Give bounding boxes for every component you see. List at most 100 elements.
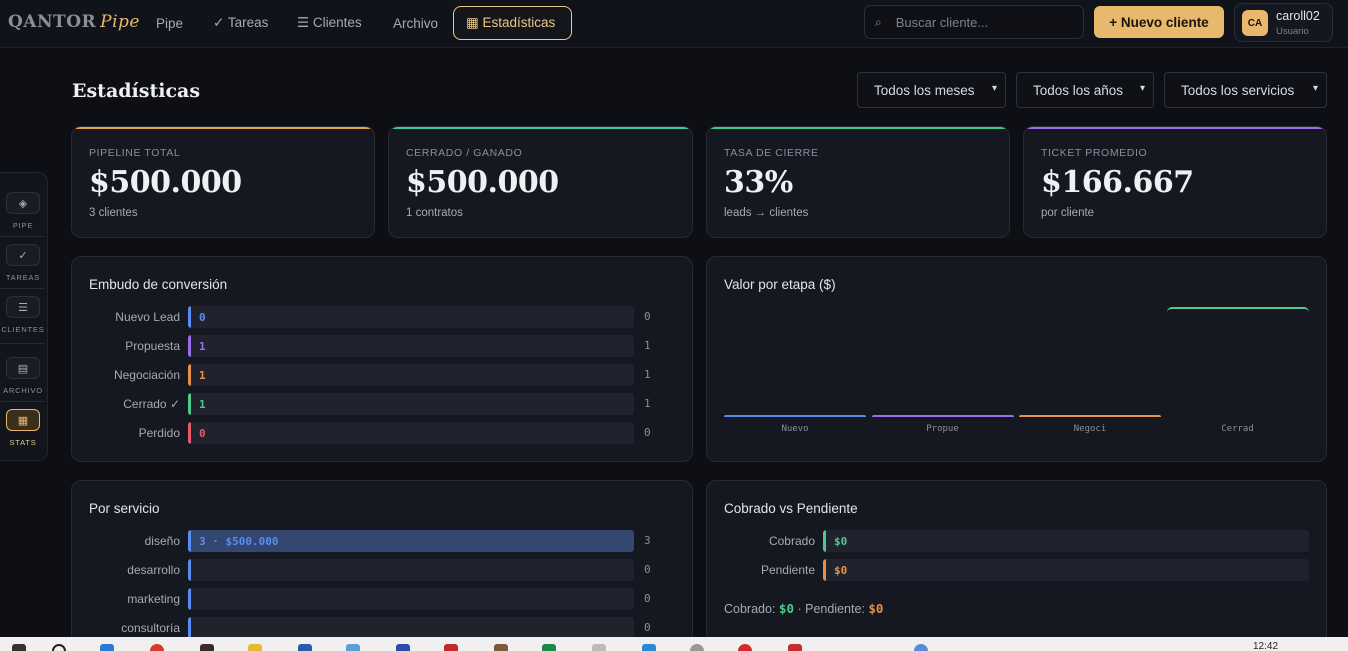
bar-fill [188, 530, 634, 552]
excel-icon[interactable] [542, 644, 556, 651]
user-name: caroll02 [1276, 9, 1320, 23]
kpi-label: TICKET PROMEDIO [1041, 147, 1148, 159]
sidebar-divider [1, 343, 45, 344]
app-icon[interactable] [690, 644, 704, 651]
value-bar-column: Negoci [1019, 257, 1161, 437]
app-icon[interactable] [200, 644, 214, 651]
nav-tareas[interactable]: ✓ Tareas [213, 15, 269, 30]
stats-icon: ▦ [6, 409, 40, 431]
nav-archivo[interactable]: Archivo [393, 15, 439, 31]
value-by-stage-card: Valor por etapa ($) Nuevo Propue Negoci Cer… [706, 256, 1327, 462]
bar-edge [188, 306, 191, 328]
funnel-row: Nuevo Lead 0 0 [72, 306, 674, 328]
browser-icon[interactable] [738, 644, 752, 651]
nav-estadisticas[interactable]: ▦ Estadísticas [453, 6, 572, 40]
service-row: desarrollo 0 [72, 559, 674, 581]
word-icon[interactable] [396, 644, 410, 651]
bar-track: 0 [188, 306, 634, 328]
app-icon[interactable] [494, 644, 508, 651]
sidebar-item-pipe[interactable]: ◈ PIPE [0, 192, 47, 230]
list-icon: ☰ [6, 296, 40, 318]
app-icon[interactable] [642, 644, 656, 651]
bar-edge [188, 422, 191, 444]
bar-count: 0 [644, 310, 651, 323]
bar-track: 1 [188, 393, 634, 415]
bar-track: 1 [188, 335, 634, 357]
bar-edge [188, 617, 191, 639]
nav-pipe[interactable]: Pipe [156, 15, 184, 31]
sidebar-item-tareas[interactable]: ✓ TAREAS [0, 244, 47, 282]
search-box[interactable]: ⌕ Buscar cliente... [864, 5, 1084, 39]
kpi-label: TASA DE CIERRE [724, 147, 819, 159]
bar-label: Negociación [113, 368, 180, 382]
bar-track: $0 [823, 559, 1309, 581]
bar-label: Pendiente [760, 563, 815, 577]
service-select[interactable]: Todos los servicios ▾ [1164, 72, 1327, 108]
bar-edge [188, 588, 191, 610]
month-select-value: Todos los meses [874, 82, 975, 98]
bar-value: 0 [199, 427, 206, 440]
value-bar [1166, 307, 1309, 417]
nav-clientes[interactable]: ☰ Clientes [297, 15, 362, 30]
app-icon[interactable] [100, 644, 114, 651]
bar-label: Nuevo Lead [115, 310, 180, 324]
kpi-accent-bar [389, 127, 692, 129]
taskbar-clock: 12:42 [1253, 641, 1279, 651]
summary-cobrado-value: $0 [778, 601, 794, 616]
mail-icon[interactable] [788, 644, 802, 651]
value-bar [871, 415, 1014, 417]
sidebar-divider [1, 288, 45, 289]
value-bar [724, 415, 866, 417]
kpi-label: CERRADO / GANADO [406, 147, 523, 159]
search-icon[interactable] [52, 644, 66, 651]
bar-label: diseño [144, 534, 180, 548]
app-icon[interactable] [150, 644, 164, 651]
sidebar-label-archivo: ARCHIVO [3, 386, 43, 395]
bar-track [188, 559, 634, 581]
bar-track: $0 [823, 530, 1309, 552]
logo-main: QANTOR [8, 12, 97, 32]
search-input[interactable]: Buscar cliente... [895, 14, 989, 30]
new-client-button[interactable]: + Nuevo cliente [1094, 6, 1224, 38]
avatar: CA [1242, 10, 1268, 36]
service-row: diseño 3 · $500.000 3 [72, 530, 674, 552]
bar-label: desarrollo [127, 563, 180, 577]
notification-icon[interactable] [914, 644, 928, 651]
value-bar-label: Propue [926, 424, 959, 434]
services-card: Por servicio diseño 3 · $500.000 3 desarrol… [71, 480, 693, 650]
kpi-value: $500.000 [89, 165, 242, 200]
logo-sub: Pipe [100, 12, 140, 32]
bar-edge [188, 335, 191, 357]
user-menu[interactable]: CA caroll02 Usuario [1234, 3, 1333, 42]
bar-value: 1 [199, 369, 206, 382]
service-row: consultoría 0 [72, 617, 674, 639]
value-bar-label: Nuevo [781, 424, 809, 434]
funnel-card: Embudo de conversión Nuevo Lead 0 0 Propues… [71, 256, 693, 462]
bar-value: $0 [834, 535, 848, 548]
month-select[interactable]: Todos los meses ▾ [857, 72, 1006, 108]
summary-sep: · [797, 602, 802, 616]
app-icon[interactable] [346, 644, 360, 651]
bar-count: 1 [644, 339, 651, 352]
sidebar-item-clientes[interactable]: ☰ CLIENTES [0, 296, 47, 334]
sidebar-item-stats[interactable]: ▦ STATS [0, 409, 47, 447]
bar-count: 0 [644, 426, 651, 439]
app-logo[interactable]: QANTOR Pipe [8, 12, 140, 32]
kpi-value: $166.667 [1041, 165, 1194, 200]
bar-track [188, 617, 634, 639]
value-bar-column: Propue [871, 257, 1014, 437]
chevron-down-icon: ▾ [1139, 83, 1145, 94]
cobrado-summary: Cobrado: $0 · Pendiente: $0 [724, 601, 883, 616]
sidebar-divider [1, 236, 45, 237]
bar-value: 1 [199, 398, 206, 411]
os-taskbar: 12:42 [0, 637, 1348, 651]
start-icon[interactable] [12, 644, 26, 651]
folder-icon[interactable] [248, 644, 262, 651]
app-icon[interactable] [592, 644, 606, 651]
app-icon[interactable] [444, 644, 458, 651]
kpi-sub: 1 contratos [406, 207, 463, 219]
kpi-label: PIPELINE TOTAL [89, 147, 181, 159]
year-select[interactable]: Todos los años ▾ [1016, 72, 1154, 108]
app-icon[interactable] [298, 644, 312, 651]
sidebar-item-archivo[interactable]: ▤ ARCHIVO [0, 357, 47, 395]
